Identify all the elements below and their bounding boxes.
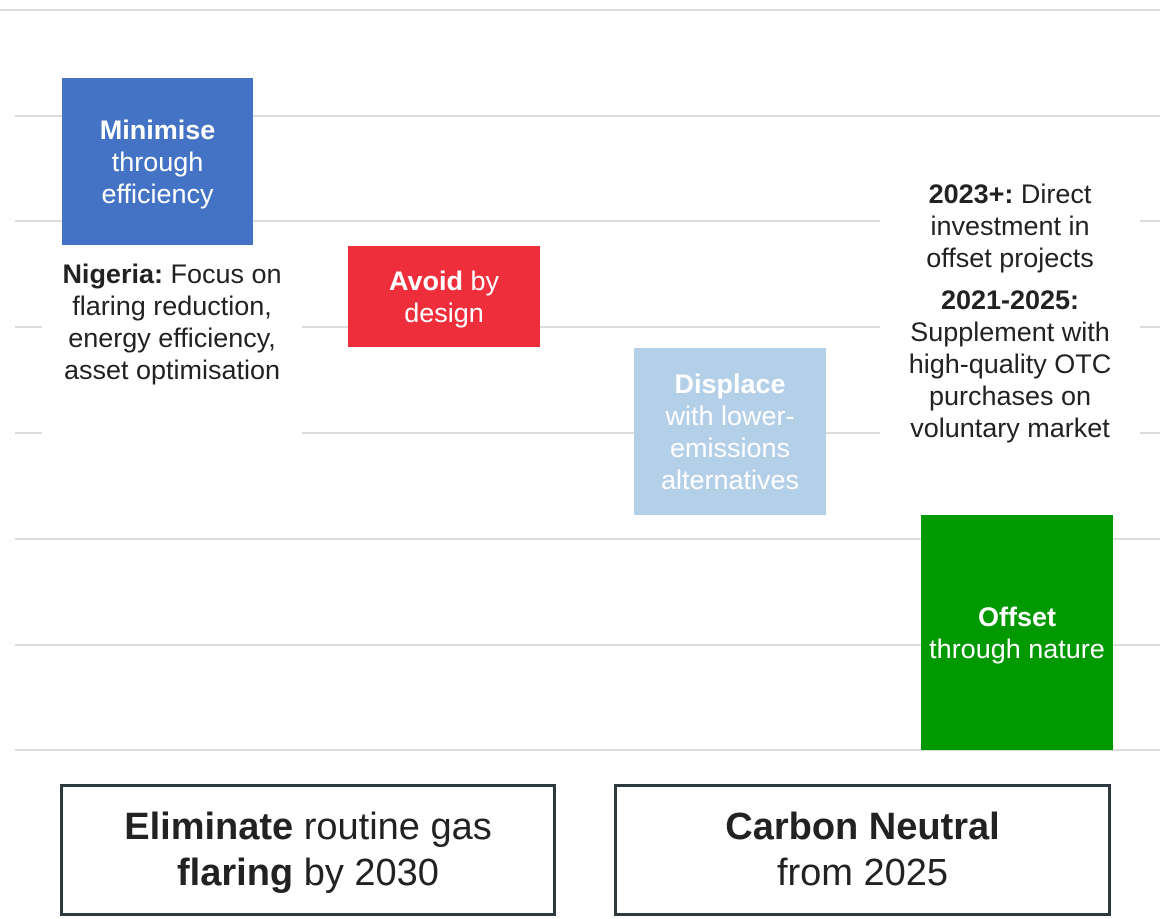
- step-title: Avoid: [388, 265, 463, 296]
- target-text: by 2030: [303, 852, 439, 894]
- step-title: Displace: [674, 368, 786, 399]
- note: Nigeria: Focus on flaring reduction, ene…: [42, 258, 302, 458]
- rule: [15, 749, 1160, 751]
- rule: [15, 220, 1160, 222]
- step-text: by design: [404, 265, 500, 328]
- note: 2023+: Direct investment in offset proje…: [880, 178, 1140, 504]
- note-text: Direct investment in offset projects: [926, 179, 1094, 273]
- note-text: Focus on flaring reduction, energy effic…: [63, 259, 282, 385]
- target-box: Carbon Neutral from 2025: [614, 784, 1111, 916]
- rule: [15, 115, 1160, 117]
- rule: [15, 538, 1160, 540]
- step-text: through nature: [929, 633, 1105, 664]
- note-title: 2023+:: [928, 179, 1014, 209]
- target-box: Eliminate routine gas flaring by 2030: [60, 784, 556, 916]
- rule: [15, 326, 1160, 328]
- step-box: Offset through nature: [921, 515, 1113, 750]
- rule: [0, 9, 1160, 11]
- target-title: flaring: [177, 852, 294, 894]
- step-box: Displace with lower-emissions alternative…: [634, 348, 826, 515]
- step-text: through efficiency: [101, 146, 214, 209]
- target-text: from 2025: [776, 852, 949, 894]
- note-title: Nigeria:: [62, 259, 163, 289]
- step-title: Minimise: [99, 114, 216, 145]
- rule: [15, 432, 1160, 434]
- step-text: with lower-emissions alternatives: [660, 400, 800, 495]
- target-title: Eliminate: [124, 806, 294, 848]
- target-title: Carbon Neutral: [725, 806, 1000, 848]
- step-title: Offset: [977, 601, 1056, 632]
- note-text: Supplement with high-quality OTC purchas…: [908, 317, 1112, 443]
- target-text: routine gas: [303, 806, 492, 848]
- step-box: Minimise through efficiency: [62, 78, 253, 245]
- rule: [15, 644, 1160, 646]
- step-box: Avoid by design: [348, 246, 540, 347]
- note-title: 2021-2025:: [940, 285, 1080, 315]
